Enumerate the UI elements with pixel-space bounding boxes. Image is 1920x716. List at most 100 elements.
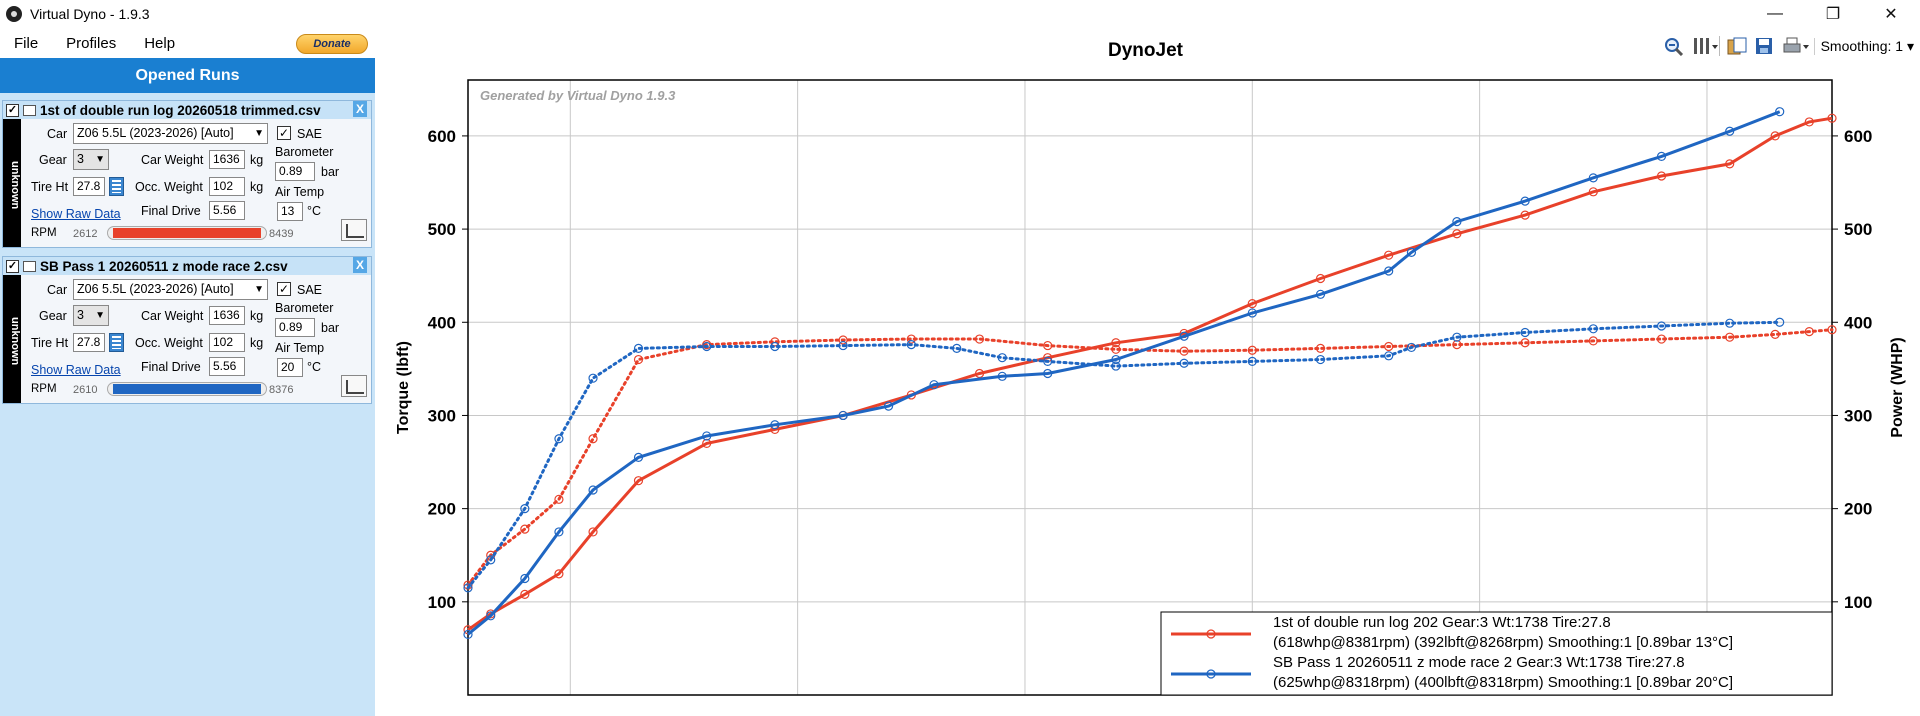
smoothing-value: Smoothing: 1 (1820, 37, 1904, 54)
menu-profiles[interactable]: Profiles (66, 34, 117, 52)
series-line-4 (466, 320, 1782, 590)
series-point-3 (633, 452, 644, 462)
series-point-1 (1111, 338, 1121, 348)
series-point-3 (770, 420, 780, 430)
axis-ticks: 100 100 200 200 300 300 400 400 500 500 600 600 (428, 127, 1873, 612)
run-side-label: unknown (3, 119, 21, 247)
series-point-3 (997, 371, 1007, 381)
chart-legend: 1st of double run log 202 Gear:3 Wt:1738… (1160, 611, 1833, 696)
series-point-2 (770, 337, 780, 347)
series-point-4 (906, 340, 916, 350)
close-run-icon[interactable]: X (353, 257, 367, 273)
run-visible-checkbox[interactable]: ✓ (6, 103, 19, 117)
barometer-label: Barometer (275, 145, 334, 159)
run-card-1: ✓ 1st of double run log 20260518 trimmed… (2, 100, 372, 248)
final-drive-input[interactable]: 5.56 (209, 201, 245, 220)
series-point-2 (906, 334, 916, 344)
series-point-1 (463, 625, 473, 635)
y-tick-label-right: 400 (1844, 313, 1872, 332)
series-point-2 (1656, 334, 1667, 344)
calculator-icon[interactable] (109, 333, 124, 352)
series-point-2 (838, 335, 848, 345)
series-point-4 (1452, 332, 1462, 342)
car-weight-input[interactable]: 1636 (209, 150, 245, 169)
series-point-1 (838, 410, 848, 421)
series-point-2 (588, 434, 598, 444)
series-point-1 (1520, 210, 1530, 220)
series-point-2 (1770, 329, 1780, 339)
y-tick-label-left: 100 (428, 593, 456, 612)
zoom-out-icon[interactable] (1663, 36, 1685, 57)
series-point-4 (520, 504, 530, 514)
run-visible-checkbox[interactable]: ✓ (6, 259, 19, 273)
occ-weight-input[interactable]: 102 (209, 177, 245, 196)
menu-help[interactable]: Help (144, 34, 176, 52)
donate-button[interactable]: Donate (296, 34, 368, 54)
rpm-range-fill (113, 384, 261, 394)
legend-stats-2: (625whp@8318rpm) (400lbft@8318rpm) Smoot… (1273, 674, 1733, 691)
series-point-3 (1656, 151, 1667, 162)
menu-file[interactable]: File (14, 34, 39, 52)
barometer-input[interactable]: 0.89 (275, 162, 315, 181)
air-temp-label: Air Temp (275, 341, 325, 355)
chart-series (463, 107, 1837, 640)
gear-select[interactable]: 3 ▼ (73, 149, 109, 170)
car-label: Car (47, 127, 68, 141)
minimize-button[interactable]: — (1767, 5, 1783, 22)
barometer-unit: bar (321, 321, 340, 335)
show-raw-data-link[interactable]: Show Raw Data (31, 363, 121, 377)
chevron-down-icon: ▾ (1906, 37, 1914, 54)
series-point-3 (1452, 217, 1462, 227)
copy-icon[interactable] (1726, 36, 1748, 56)
car-select[interactable]: Z06 5.5L (2023-2026) [Auto] ▼ (73, 279, 268, 300)
series-point-2 (1827, 325, 1837, 335)
air-temp-input[interactable]: 20 (277, 358, 303, 377)
graph-settings-icon[interactable] (341, 219, 367, 241)
car-weight-label: Car Weight (141, 153, 204, 167)
y-tick-label-right: 200 (1844, 500, 1872, 519)
series-point-2 (1452, 340, 1462, 350)
series-point-4 (1315, 354, 1326, 365)
y-tick-label-left: 300 (428, 406, 456, 425)
save-icon[interactable] (1754, 36, 1776, 56)
y-axis-right-label: Power (WHP) (1889, 337, 1906, 437)
tire-height-input[interactable]: 27.8 (73, 333, 105, 352)
show-raw-data-link[interactable]: Show Raw Data (31, 207, 121, 221)
series-point-1 (1770, 131, 1780, 141)
car-label: Car (47, 283, 68, 297)
series-point-3 (1111, 354, 1121, 365)
tire-height-input[interactable]: 27.8 (73, 177, 105, 196)
final-drive-input[interactable]: 5.56 (209, 357, 245, 376)
gear-label: Gear (39, 153, 67, 167)
car-select[interactable]: Z06 5.5L (2023-2026) [Auto] ▼ (73, 123, 268, 144)
print-icon[interactable] (1782, 36, 1809, 56)
series-point-4 (486, 555, 496, 565)
gear-label: Gear (39, 309, 67, 323)
sae-checkbox[interactable]: ✓ (277, 126, 291, 140)
run-filename: 1st of double run log 20260518 trimmed.c… (40, 102, 321, 118)
rpm-min-value: 2610 (73, 384, 98, 396)
sae-checkbox[interactable]: ✓ (277, 282, 291, 296)
series-point-4 (1406, 342, 1417, 353)
y-tick-label-left: 600 (428, 127, 456, 146)
calculator-icon[interactable] (109, 177, 124, 196)
series-point-2 (554, 494, 564, 504)
graph-settings-icon[interactable] (341, 375, 367, 397)
collapse-icon[interactable] (23, 104, 36, 116)
barometer-input[interactable]: 0.89 (275, 318, 315, 337)
air-temp-label: Air Temp (275, 185, 325, 199)
close-run-icon[interactable]: X (353, 101, 367, 117)
series-point-1 (702, 438, 712, 449)
chart-toolbar: Smoothing: 1 ▾ (1663, 34, 1920, 58)
maximize-button[interactable]: ❐ (1825, 6, 1841, 23)
watermark: Generated by Virtual Dyno 1.9.3 (480, 88, 676, 103)
series-point-4 (1247, 356, 1257, 367)
settings-tools-icon[interactable] (1691, 36, 1718, 56)
close-button[interactable]: ✕ (1884, 6, 1898, 23)
air-temp-input[interactable]: 13 (277, 202, 303, 221)
car-weight-input[interactable]: 1636 (209, 306, 245, 325)
smoothing-dropdown[interactable]: Smoothing: 1 ▾ (1813, 37, 1920, 55)
collapse-icon[interactable] (23, 260, 36, 272)
gear-select[interactable]: 3 ▼ (73, 305, 109, 326)
occ-weight-input[interactable]: 102 (209, 333, 245, 352)
